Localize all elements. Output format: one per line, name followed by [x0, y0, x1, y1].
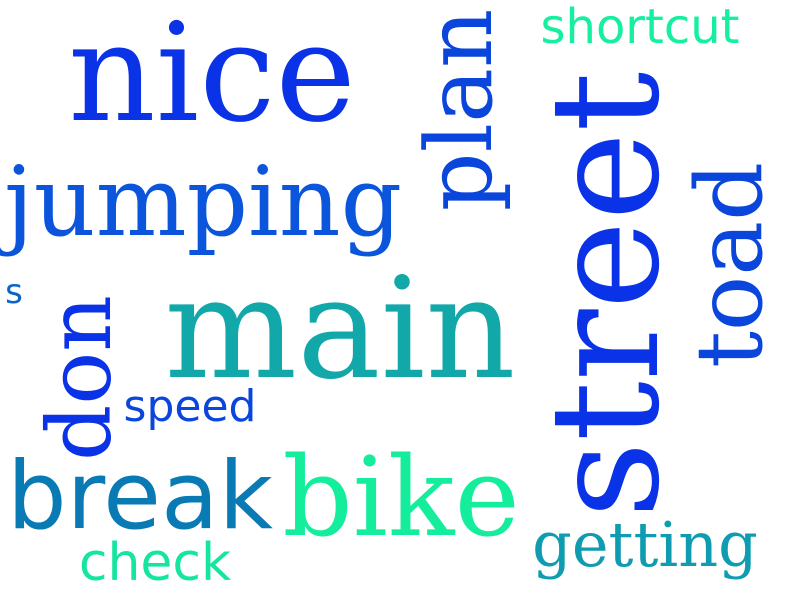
word-bike: bike [282, 433, 520, 561]
word-s: s [5, 272, 23, 312]
word-plan: plan [406, 8, 513, 212]
word-main: main [164, 248, 516, 411]
word-toad: toad [676, 161, 783, 369]
word-getting: getting [532, 508, 758, 581]
word-shortcut: shortcut [540, 0, 740, 55]
word-nice: nice [68, 0, 356, 153]
word-check: check [78, 533, 232, 593]
word-street: street [519, 71, 693, 519]
word-speed: speed [123, 381, 257, 432]
word-jumping: jumping [3, 146, 403, 258]
word-don: don [28, 295, 131, 461]
word-break: break [6, 442, 274, 551]
